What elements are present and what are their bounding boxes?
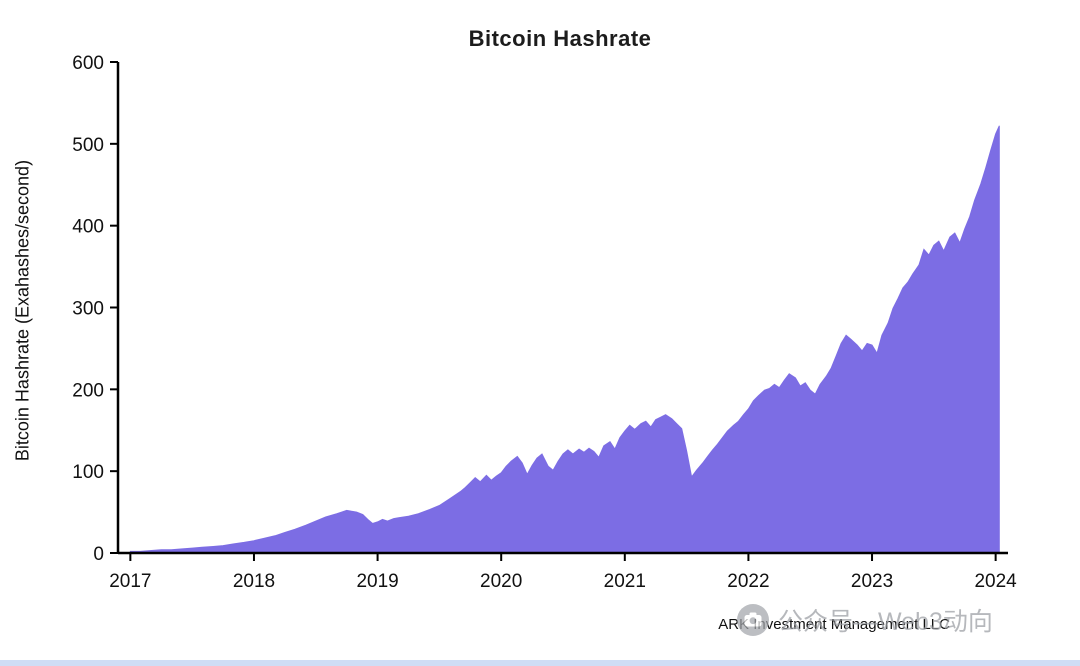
y-tick-label: 600 [72,53,104,74]
x-tick-label: 2022 [727,571,769,592]
y-tick-label: 300 [72,299,104,320]
x-axis-ticks: 2017 2018 2019 2020 2021 2022 2023 2024 [109,553,1017,592]
source-attribution: ARK Investment Management LLC [718,616,950,633]
y-tick-label: 500 [72,135,104,156]
x-tick-label: 2023 [851,571,893,592]
watermark: 公众号—Web3动向 [736,600,993,640]
x-tick-label: 2017 [109,571,151,592]
y-tick-label: 100 [72,462,104,483]
hashrate-area-chart: 0 100 200 300 400 500 600 2017 2018 2019 2020 2021… [72,53,1017,592]
hashrate-area-series [129,125,1000,554]
chart-title: Bitcoin Hashrate [468,26,652,51]
x-tick-label: 2019 [356,571,398,592]
camera-icon [737,604,769,636]
x-tick-label: 2018 [233,571,275,592]
x-tick-label: 2021 [604,571,646,592]
y-tick-label: 200 [72,380,104,401]
watermark-text: 公众号—Web3动向 [778,608,993,636]
bottom-accent-strip [0,660,1080,666]
y-tick-label: 0 [93,544,104,565]
x-tick-label: 2020 [480,571,522,592]
y-axis-ticks: 0 100 200 300 400 500 600 [72,53,118,565]
x-tick-label: 2024 [974,571,1017,592]
y-tick-label: 400 [72,217,104,238]
